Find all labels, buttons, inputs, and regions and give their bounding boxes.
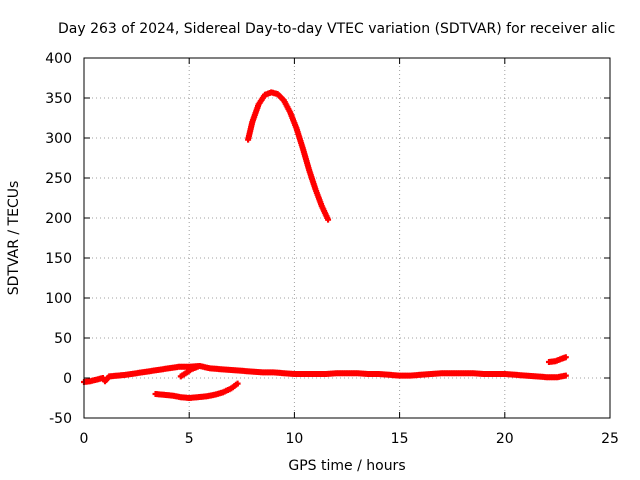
y-tick-label: 100 (45, 291, 72, 307)
data-series-3 (152, 380, 241, 401)
data-series-1 (245, 89, 332, 223)
x-tick-label: 10 (285, 431, 303, 447)
x-tick-label: 15 (391, 431, 409, 447)
data-point (562, 354, 569, 361)
y-axis-label: SDTVAR / TECUs (6, 181, 22, 296)
y-tick-label: 350 (45, 91, 72, 107)
data-marks (81, 89, 569, 401)
x-axis-label: GPS time / hours (288, 458, 405, 474)
plot-frame (83, 57, 611, 419)
chart-title: Day 263 of 2024, Sidereal Day-to-day VTE… (58, 21, 615, 37)
grid (84, 58, 610, 418)
x-tick-label: 20 (496, 431, 514, 447)
data-series-2 (81, 363, 569, 385)
data-point (234, 380, 241, 387)
y-tick-label: 0 (63, 371, 72, 387)
y-tick-label: -50 (49, 411, 72, 427)
data-point (325, 216, 332, 223)
x-tick-label: 25 (601, 431, 619, 447)
data-series-5 (545, 354, 569, 365)
x-tick-label: 0 (80, 431, 89, 447)
y-tick-label: 50 (54, 331, 72, 347)
data-point (562, 372, 569, 379)
x-tick-label: 5 (185, 431, 194, 447)
y-tick-label: 400 (45, 51, 72, 67)
data-series-4 (177, 363, 201, 380)
ticks: 0 5 10 15 20 25 -50 0 50 100 150 200 250 300 350 400 (45, 51, 619, 447)
y-tick-label: 300 (45, 131, 72, 147)
y-tick-label: 150 (45, 251, 72, 267)
y-tick-label: 250 (45, 171, 72, 187)
data-point (194, 363, 201, 370)
y-tick-label: 200 (45, 211, 72, 227)
